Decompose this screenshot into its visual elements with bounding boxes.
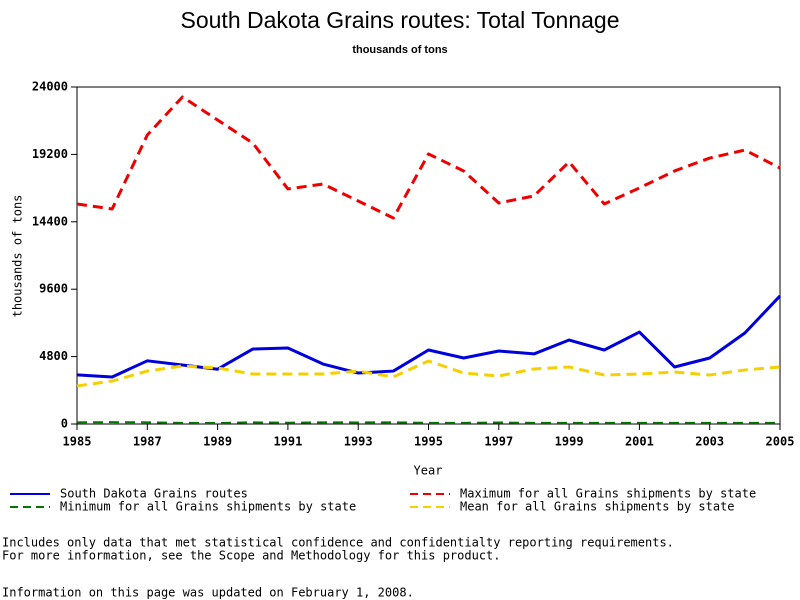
chart-title: South Dakota Grains routes: Total Tonnag… xyxy=(181,7,620,33)
series-line xyxy=(76,359,781,388)
series-line xyxy=(76,95,781,220)
note: Includes only data that met statistical … xyxy=(2,536,674,550)
x-tick-label: 1991 xyxy=(273,435,302,449)
legend-label: South Dakota Grains routes xyxy=(60,487,248,501)
x-tick-label: 1993 xyxy=(344,435,373,449)
x-tick-label: 2003 xyxy=(695,435,724,449)
y-tick-label: 14400 xyxy=(32,214,68,228)
x-tick-label: 2005 xyxy=(766,435,795,449)
note: For more information, see the Scope and … xyxy=(2,549,501,563)
y-tick-label: 0 xyxy=(61,417,68,431)
x-axis-label: Year xyxy=(414,464,443,478)
x-tick-label: 1989 xyxy=(203,435,232,449)
y-tick-label: 19200 xyxy=(32,147,68,161)
x-tick-label: 1985 xyxy=(63,435,92,449)
legend-label: Minimum for all Grains shipments by stat… xyxy=(60,500,356,514)
x-tick-label: 1987 xyxy=(133,435,162,449)
y-tick-label: 24000 xyxy=(32,80,68,94)
y-axis-label: thousands of tons xyxy=(11,195,25,318)
series-line xyxy=(76,421,780,425)
series-line xyxy=(76,294,782,379)
legend-label: Mean for all Grains shipments by state xyxy=(460,500,735,514)
x-tick-label: 1995 xyxy=(414,435,443,449)
x-tick-label: 2001 xyxy=(625,435,654,449)
x-tick-label: 1997 xyxy=(484,435,513,449)
y-tick-label: 4800 xyxy=(39,349,68,363)
note: Information on this page was updated on … xyxy=(2,586,414,600)
legend-label: Maximum for all Grains shipments by stat… xyxy=(460,487,756,501)
y-tick-label: 9600 xyxy=(39,282,68,296)
x-tick-label: 1999 xyxy=(555,435,584,449)
chart-subtitle: thousands of tons xyxy=(352,44,447,56)
